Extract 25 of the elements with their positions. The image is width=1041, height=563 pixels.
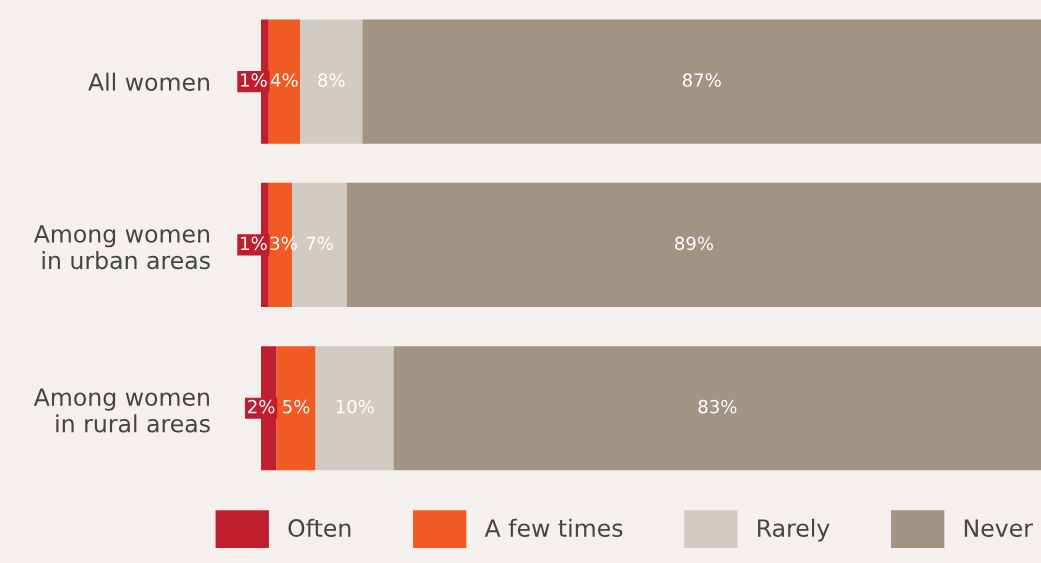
legend-label: Never (964, 519, 1033, 537)
bar (315, 346, 394, 471)
data-label: 8% (318, 73, 345, 87)
legend-label: Rarely (758, 518, 830, 542)
data-label: 4% (270, 73, 298, 87)
bar (299, 19, 363, 144)
legend-label: Often (288, 518, 351, 537)
legend-label: A few times (484, 518, 623, 537)
bar (346, 182, 1041, 307)
data-label: 87% (682, 73, 721, 87)
data-label: 1% (241, 236, 267, 251)
bar (268, 19, 300, 144)
data-label: 1% (241, 73, 267, 87)
data-label: 10% (336, 399, 374, 414)
y-tick-label: Among women in urban areas (33, 225, 210, 270)
y-tick-label: All women (88, 72, 209, 91)
data-label: 2% (248, 399, 275, 414)
bar (393, 346, 1041, 471)
data-label: 7% (306, 236, 333, 251)
bar (276, 346, 316, 471)
y-tick-label: Among women in rural areas (33, 388, 210, 433)
data-label: 89% (675, 236, 714, 251)
bar (362, 19, 1041, 144)
data-label: 83% (698, 399, 737, 414)
data-label: 5% (283, 399, 310, 414)
